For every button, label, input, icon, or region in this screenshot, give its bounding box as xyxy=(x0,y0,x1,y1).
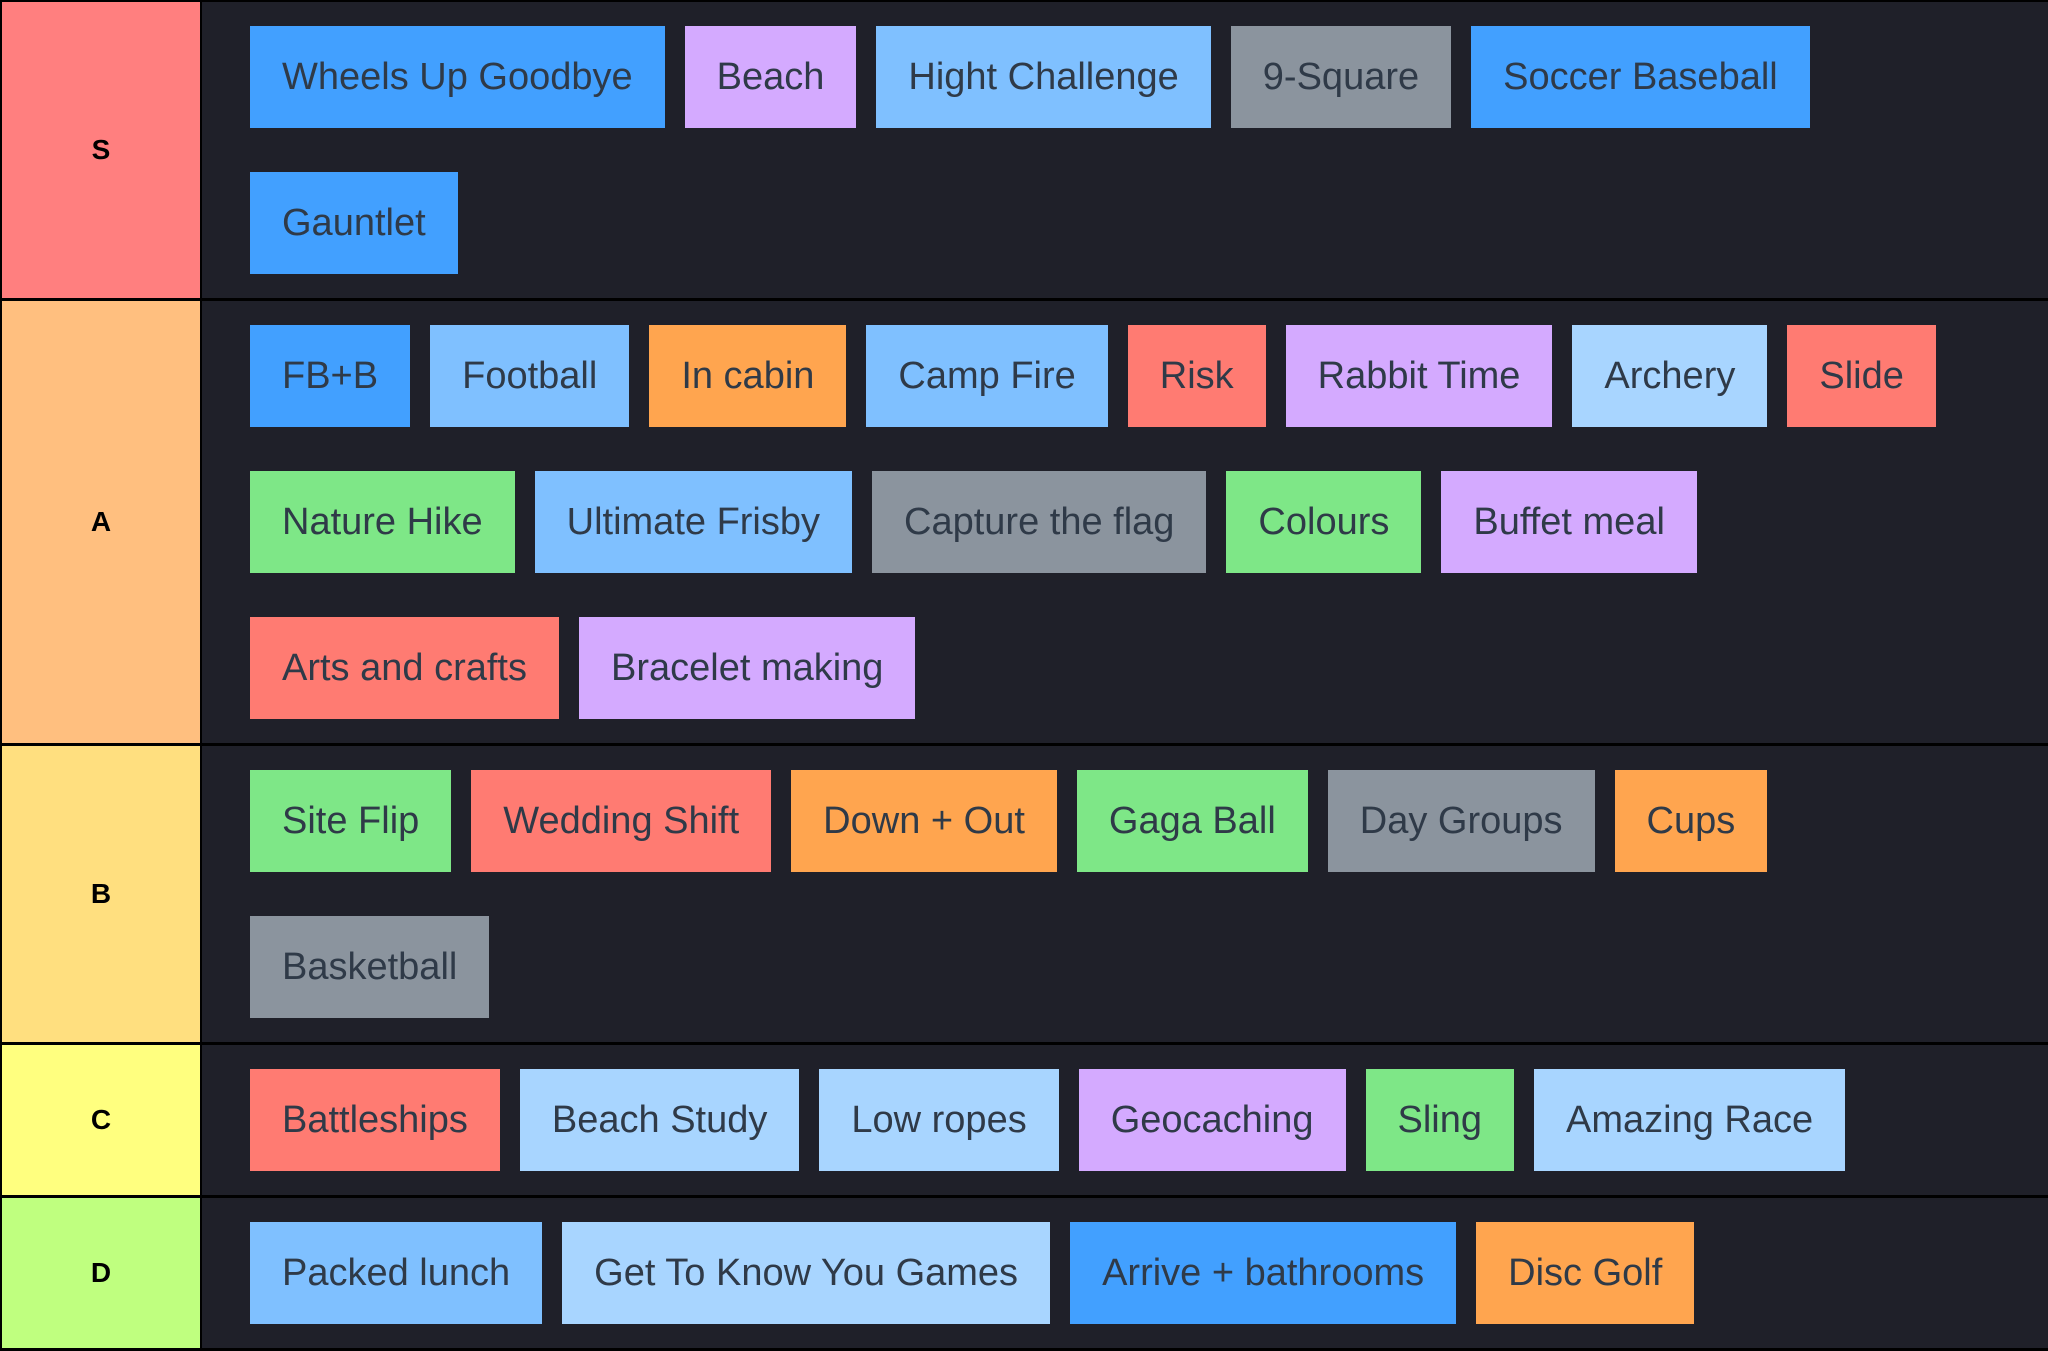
tier-item[interactable]: Day Groups xyxy=(1327,770,1595,872)
tier-item[interactable]: Amazing Race xyxy=(1534,1069,1846,1171)
tier-row: B Site Flip Wedding Shift Down + Out Gaga Ba… xyxy=(0,746,2048,1045)
tier-items: Wheels Up Goodbye Beach Hight Challenge 9-S… xyxy=(202,2,2048,298)
tier-item[interactable]: Rabbit Time xyxy=(1285,325,1553,427)
tier-item[interactable]: Slide xyxy=(1787,325,1936,427)
tier-item[interactable]: Bracelet making xyxy=(578,617,916,719)
tier-row: D Packed lunch Get To Know You Games Arrive… xyxy=(0,1198,2048,1351)
tier-label[interactable]: B xyxy=(0,746,202,1042)
tier-item[interactable]: Geocaching xyxy=(1078,1069,1346,1171)
tier-row: A FB+B Football In cabin Camp Fire Risk Rabbit… xyxy=(0,301,2048,746)
tier-item[interactable]: Low ropes xyxy=(819,1069,1059,1171)
tier-item[interactable]: Arrive + bathrooms xyxy=(1070,1222,1457,1324)
tier-item[interactable]: Football xyxy=(430,325,630,427)
tier-item[interactable]: Disc Golf xyxy=(1476,1222,1695,1324)
tier-item[interactable]: Wedding Shift xyxy=(471,770,772,872)
tier-row: S Wheels Up Goodbye Beach Hight Challenge 9-… xyxy=(0,0,2048,301)
tier-item[interactable]: 9-Square xyxy=(1230,26,1452,128)
tier-item[interactable]: Nature Hike xyxy=(250,471,515,573)
tier-item[interactable]: Beach xyxy=(684,26,857,128)
tier-items: Battleships Beach Study Low ropes Geocachin… xyxy=(202,1045,2048,1195)
tier-item[interactable]: Capture the flag xyxy=(872,471,1207,573)
tier-item[interactable]: Arts and crafts xyxy=(250,617,559,719)
tier-item[interactable]: Basketball xyxy=(250,916,490,1018)
tier-item[interactable]: Soccer Baseball xyxy=(1471,26,1810,128)
tier-item[interactable]: Hight Challenge xyxy=(876,26,1211,128)
tier-item[interactable]: Sling xyxy=(1365,1069,1515,1171)
tier-item[interactable]: Camp Fire xyxy=(866,325,1108,427)
tier-item[interactable]: Wheels Up Goodbye xyxy=(250,26,665,128)
tier-item[interactable]: Buffet meal xyxy=(1441,471,1697,573)
tier-items: Site Flip Wedding Shift Down + Out Gaga Bal… xyxy=(202,746,2048,1042)
tier-items: FB+B Football In cabin Camp Fire Risk Rabbit … xyxy=(202,301,2048,743)
tier-label[interactable]: A xyxy=(0,301,202,743)
tier-item[interactable]: Packed lunch xyxy=(250,1222,543,1324)
tier-item[interactable]: Beach Study xyxy=(519,1069,800,1171)
tier-item[interactable]: Colours xyxy=(1226,471,1422,573)
tier-item[interactable]: Cups xyxy=(1614,770,1768,872)
tier-items: Packed lunch Get To Know You Games Arrive … xyxy=(202,1198,2048,1348)
tier-label[interactable]: D xyxy=(0,1198,202,1348)
tier-item[interactable]: Risk xyxy=(1127,325,1266,427)
tier-label[interactable]: C xyxy=(0,1045,202,1195)
tier-item[interactable]: Battleships xyxy=(250,1069,500,1171)
tier-item[interactable]: Get To Know You Games xyxy=(562,1222,1051,1324)
tier-item[interactable]: Down + Out xyxy=(791,770,1057,872)
tier-label[interactable]: S xyxy=(0,2,202,298)
tier-item[interactable]: Archery xyxy=(1572,325,1768,427)
tier-item[interactable]: FB+B xyxy=(250,325,411,427)
tier-item[interactable]: Site Flip xyxy=(250,770,452,872)
tier-item[interactable]: Gauntlet xyxy=(250,172,458,274)
tier-item[interactable]: Gaga Ball xyxy=(1076,770,1308,872)
tier-row: C Battleships Beach Study Low ropes Geocachi… xyxy=(0,1045,2048,1198)
tier-item[interactable]: Ultimate Frisby xyxy=(534,471,853,573)
tier-item[interactable]: In cabin xyxy=(649,325,847,427)
